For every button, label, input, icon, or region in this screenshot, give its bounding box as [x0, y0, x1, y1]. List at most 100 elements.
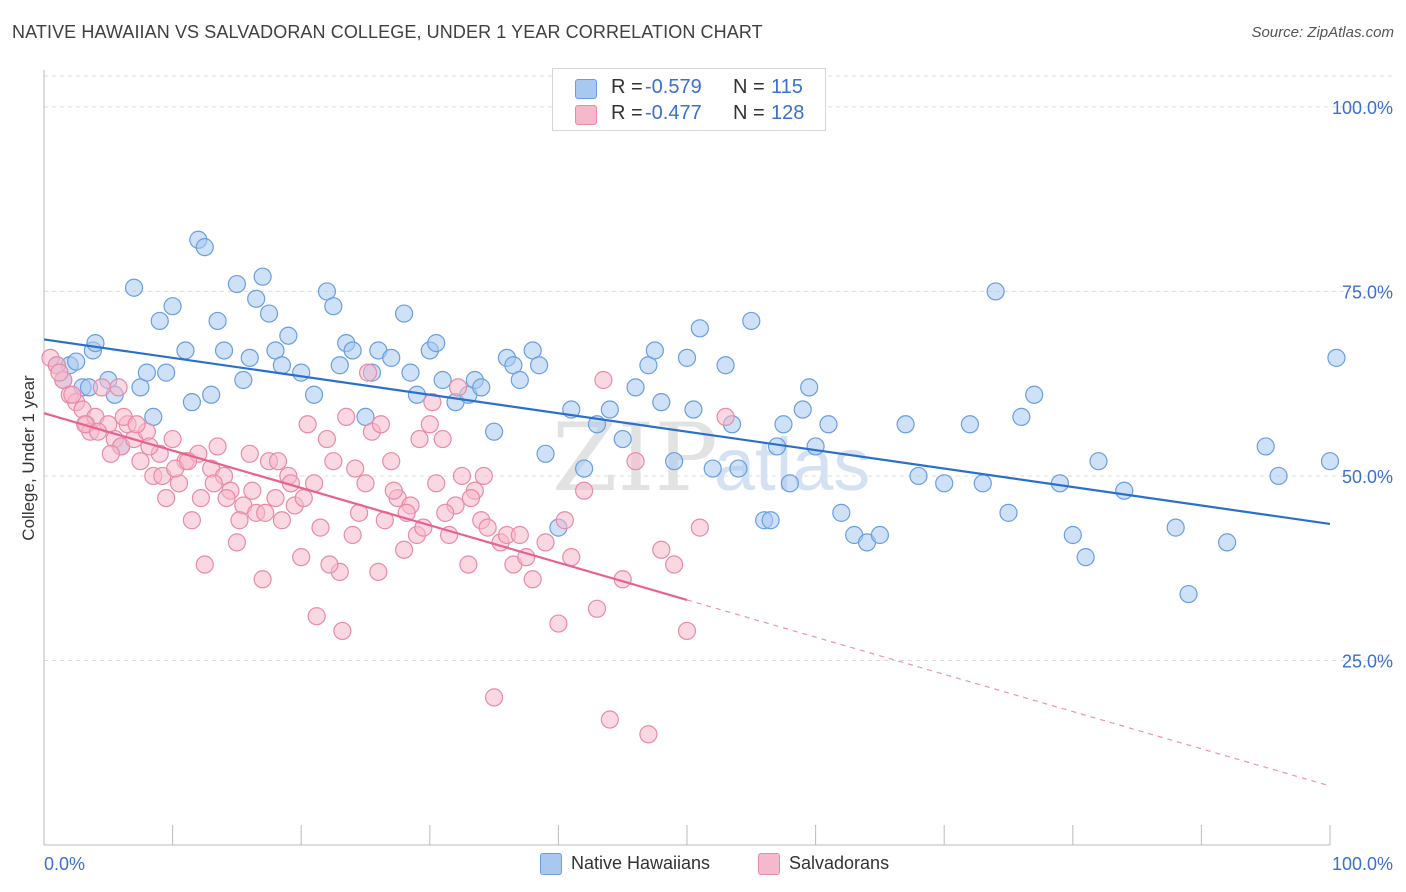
native-hawaiian-point: [986, 282, 1005, 301]
native-hawaiian-point: [909, 466, 928, 486]
native-hawaiian-point: [626, 378, 645, 397]
salvadoran-point: [63, 385, 82, 404]
native-hawaiian-point: [536, 444, 555, 463]
salvadoran-point: [307, 607, 326, 626]
salvadoran-point: [600, 710, 619, 729]
salvadoran-point: [414, 518, 433, 537]
x-tick-label: 0.0%: [44, 854, 85, 874]
salvadoran-point: [523, 570, 542, 589]
y-tick-label: 75.0%: [1342, 282, 1393, 302]
native-hawaiian-point: [1327, 348, 1346, 367]
native-hawaiian-point: [182, 393, 201, 412]
salvadoran-point: [317, 429, 337, 449]
native-hawaiian-point: [652, 393, 671, 412]
native-hawaiian-point: [427, 333, 446, 353]
native-hawaiian-point: [304, 385, 324, 404]
salvadoran-point: [294, 488, 313, 508]
native-hawaiian-point: [1025, 385, 1044, 404]
trend-lines: [43, 338, 1331, 787]
salvadoran-point: [575, 481, 594, 500]
salvadoran-point: [230, 511, 249, 530]
x-tick-label: 100.0%: [1332, 854, 1393, 874]
salvadoran-point: [436, 503, 455, 522]
legend-n-value: 128: [771, 102, 805, 124]
data-points: [41, 230, 1346, 744]
salvadoran-point: [427, 474, 446, 493]
salvadoran-point: [594, 370, 613, 390]
legend-n-label: N =: [733, 76, 765, 98]
salvadoran-point: [266, 488, 285, 508]
native-hawaiian-point: [240, 348, 259, 367]
native-hawaiian-point: [999, 503, 1018, 522]
native-hawaiian-point: [1063, 525, 1082, 545]
salvadoran-point: [157, 488, 176, 508]
salvadoran-point: [562, 548, 581, 567]
salvadoran-trend-extension: [686, 599, 1331, 787]
native-hawaiian-point: [382, 348, 401, 367]
salvadoran-point: [227, 533, 246, 552]
salvadoran-point: [358, 363, 378, 382]
native-hawaiian-point: [575, 459, 594, 478]
native-hawaiian-point: [761, 511, 780, 530]
salvadoran-point: [324, 452, 343, 471]
native-hawaiian-point: [600, 400, 619, 419]
native-hawaiian-point: [272, 356, 292, 375]
salvadoran-point: [101, 444, 120, 463]
native-hawaiian-point: [645, 341, 664, 360]
legend-r-value: -0.477: [645, 102, 702, 124]
salvadoran-point: [536, 533, 555, 552]
salvadoran-point: [195, 555, 214, 574]
salvadoran-point: [243, 481, 262, 500]
bottom-legend-label: Native Hawaiians: [571, 853, 711, 873]
native-hawaiian-point: [324, 297, 343, 316]
salvadoran-point: [394, 540, 414, 559]
legend-n-value: 115: [771, 76, 803, 98]
salvadoran-point: [191, 488, 210, 508]
native-hawaiian-point: [832, 503, 851, 522]
salvadoran-point: [690, 518, 709, 537]
salvadoran-point: [217, 488, 236, 508]
native-hawaiian-point: [195, 238, 214, 257]
salvadoran-point: [253, 570, 272, 589]
salvadoran-point: [485, 688, 504, 707]
native-hawaiian-point: [1218, 533, 1237, 552]
native-hawaiian-point: [1269, 466, 1288, 486]
salvadoran-point: [131, 452, 150, 471]
y-axis-title: College, Under 1 year: [19, 375, 38, 541]
native-hawaiian-point: [472, 378, 491, 397]
legend-swatch-pink: [575, 105, 597, 125]
native-hawaiian-point: [896, 415, 915, 434]
salvadoran-point: [423, 393, 442, 412]
bottom-legend-label: Salvadorans: [789, 853, 890, 873]
native-hawaiian-point: [176, 341, 195, 360]
native-hawaiian-point: [86, 333, 105, 353]
native-hawaiian-point: [1320, 452, 1340, 471]
native-hawaiian-point: [806, 437, 825, 456]
legend-r-value: -0.579: [645, 76, 702, 98]
bottom-legend-native-hawaiians: Native Hawaiians: [540, 852, 740, 876]
salvadoran-point: [474, 466, 493, 486]
salvadoran-point: [208, 437, 227, 456]
native-hawaiian-point: [124, 278, 144, 297]
native-hawaiian-point: [780, 474, 799, 493]
salvadoran-point: [50, 363, 69, 382]
native-hawaiian-point: [742, 311, 761, 331]
native-hawaiian-point: [716, 356, 735, 375]
y-tick-label: 100.0%: [1332, 98, 1393, 118]
salvadoran-point: [256, 503, 275, 522]
source-label: Source: ZipAtlas.com: [1251, 24, 1394, 41]
salvadoran-point: [272, 511, 292, 530]
native-hawaiian-point: [485, 422, 504, 441]
native-hawaiian-point: [150, 311, 169, 331]
salvadoran-point: [478, 518, 497, 537]
native-hawaiian-point: [870, 525, 890, 545]
native-hawaiian-point: [1256, 437, 1275, 456]
native-hawaiian-point: [214, 341, 234, 360]
salvadoran-point: [652, 540, 671, 559]
salvadoran-point: [204, 474, 223, 493]
native-hawaiian-point: [343, 341, 362, 360]
native-hawaiian-point: [1115, 481, 1134, 500]
native-hawaiian-point: [433, 370, 452, 390]
native-hawaiian-point: [208, 311, 227, 331]
